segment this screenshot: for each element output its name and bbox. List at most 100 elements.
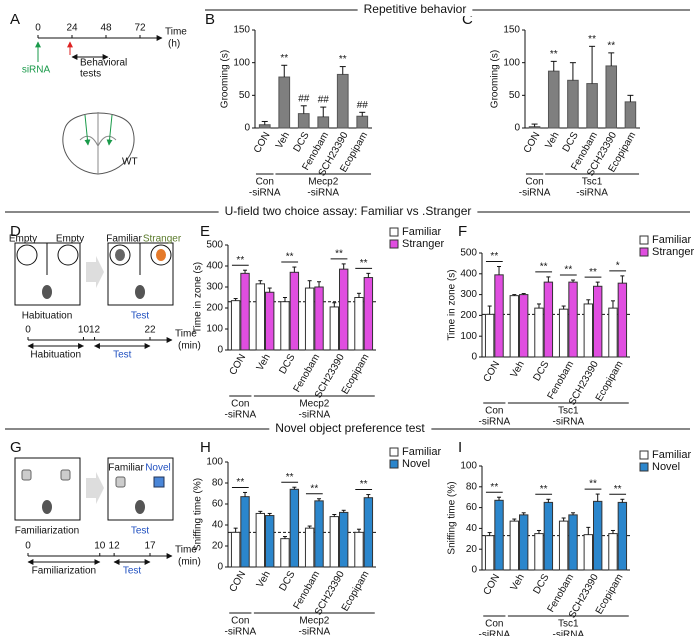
phase-label: Familiarization xyxy=(32,566,96,577)
bar xyxy=(304,287,315,351)
bar xyxy=(586,83,598,129)
y-axis-label: Grooming (s) xyxy=(490,50,501,108)
bar xyxy=(568,281,578,358)
bar xyxy=(240,496,250,568)
box-label: Stranger xyxy=(143,234,182,245)
y-tick-label: 40 xyxy=(466,523,478,534)
x-tick-label: DCS xyxy=(531,572,551,596)
y-tick-label: 150 xyxy=(503,25,520,36)
cup xyxy=(150,244,172,266)
x-tick-label: DCS xyxy=(292,130,312,154)
timeline-unit: (min) xyxy=(178,557,201,568)
y-tick-label: 400 xyxy=(460,268,477,279)
bar xyxy=(568,514,578,571)
bar xyxy=(509,520,520,571)
object xyxy=(153,476,165,488)
timeline-tick-label: 22 xyxy=(144,325,156,336)
y-tick-label: 50 xyxy=(239,90,251,101)
x-tick-label: CON xyxy=(252,130,273,155)
mouse xyxy=(156,249,166,261)
object xyxy=(21,469,32,481)
phase-label: Habituation xyxy=(30,350,81,361)
timeline-unit: (min) xyxy=(178,341,201,352)
y-tick-label: 200 xyxy=(460,310,477,321)
x-tick-label: CON xyxy=(482,572,503,597)
group-label: -siRNA xyxy=(478,417,510,428)
significance: ** xyxy=(310,483,318,494)
x-tick-label: Veh xyxy=(255,569,273,589)
legend-swatch xyxy=(639,450,649,460)
y-axis-label: Sniffing time (%) xyxy=(193,478,204,551)
bar xyxy=(528,126,541,129)
group-label: -siRNA xyxy=(552,630,584,636)
stage-arrow xyxy=(86,472,104,504)
bar xyxy=(583,534,594,571)
timeline-label: Time xyxy=(175,329,197,340)
mouse xyxy=(135,285,145,299)
significance: ** xyxy=(360,479,368,490)
bar xyxy=(547,70,560,129)
legend-label: Familiar xyxy=(652,234,691,246)
y-tick-label: 100 xyxy=(503,57,520,68)
group-label: Mecp2 xyxy=(308,177,338,188)
mouse xyxy=(42,285,52,299)
significance: ** xyxy=(335,249,343,260)
bar xyxy=(608,307,618,358)
y-tick-label: 100 xyxy=(206,457,223,468)
bar xyxy=(583,303,594,358)
bar xyxy=(240,272,250,351)
y-tick-label: 60 xyxy=(212,499,224,510)
timeline-unit: (h) xyxy=(168,39,180,50)
group-label: Con xyxy=(256,177,274,188)
y-tick-label: 200 xyxy=(206,303,223,314)
bar xyxy=(314,286,324,351)
genotype-label: WT xyxy=(122,157,138,168)
legend-label: Familiar xyxy=(652,449,691,461)
bar xyxy=(329,306,340,351)
bar xyxy=(297,113,310,129)
legend-label: Stranger xyxy=(402,238,445,250)
bar xyxy=(509,295,520,358)
group-label: Tsc1 xyxy=(558,619,579,630)
significance: ** xyxy=(360,258,368,269)
timeline-tick-label: 0 xyxy=(35,23,41,34)
timeline-tick-label: 72 xyxy=(134,23,146,34)
injection-arrow xyxy=(84,114,91,146)
significance: ** xyxy=(589,479,597,490)
bar xyxy=(278,76,291,129)
significance: ** xyxy=(550,49,558,60)
phase-label: Test xyxy=(113,350,132,361)
significance: ** xyxy=(286,252,294,263)
y-tick-label: 0 xyxy=(471,352,477,363)
bar xyxy=(354,531,364,568)
legend-label: Familiar xyxy=(402,226,441,238)
significance: ** xyxy=(564,265,572,276)
x-tick-label: Veh xyxy=(509,572,527,592)
bar xyxy=(265,291,275,351)
tests-label: tests xyxy=(80,69,101,80)
panel-letter: B xyxy=(205,11,215,28)
significance: ** xyxy=(589,267,597,278)
significance: ** xyxy=(236,255,244,266)
box-label: Familiar xyxy=(108,463,144,474)
schematic-g: Familiar Novel Familiarization Test xyxy=(14,457,174,537)
legend-label: Familiar xyxy=(402,446,441,458)
tests-label: Behavioral xyxy=(80,58,127,69)
bar xyxy=(593,285,603,358)
timeline-label: Time xyxy=(175,545,197,556)
y-tick-label: 100 xyxy=(233,57,250,68)
timeline-tick-label: 12 xyxy=(89,325,101,336)
group-label: -siRNA xyxy=(298,410,330,421)
bar xyxy=(534,533,544,571)
group-label: -siRNA xyxy=(478,630,510,636)
box-label: Empty xyxy=(56,234,84,245)
y-tick-label: 300 xyxy=(206,282,223,293)
mouse xyxy=(115,249,125,261)
x-tick-label: CON xyxy=(228,352,249,377)
section-backdrop xyxy=(218,204,478,219)
bar xyxy=(624,101,637,129)
section-title: Repetitive behavior xyxy=(364,2,467,16)
bar xyxy=(494,499,504,571)
group-label: Con xyxy=(485,619,503,630)
